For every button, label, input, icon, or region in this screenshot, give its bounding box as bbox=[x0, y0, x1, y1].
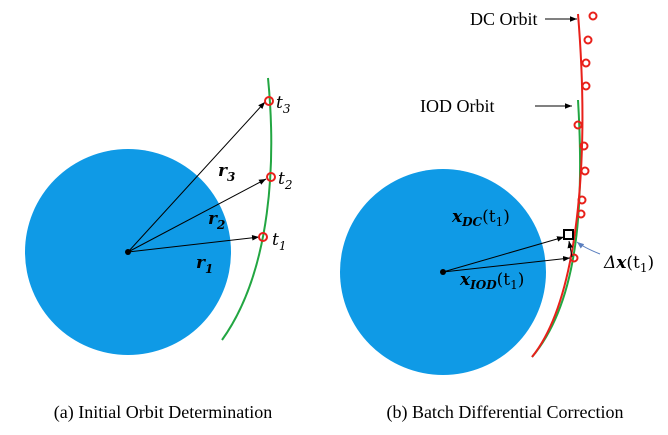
figure: t3 t2 t1 r3 r2 r1 (a) Initial Orbit Dete… bbox=[0, 0, 668, 435]
time-label: t2 bbox=[278, 169, 292, 192]
observation bbox=[582, 168, 589, 175]
sub: 3 bbox=[227, 170, 235, 184]
arg: ) bbox=[518, 270, 525, 290]
time-label: t1 bbox=[272, 230, 286, 253]
sub: IOD bbox=[469, 278, 497, 292]
sub: 1 bbox=[279, 239, 287, 253]
arg: ) bbox=[503, 207, 510, 227]
sub: 2 bbox=[216, 218, 225, 232]
caption: (a) Initial Orbit Determination bbox=[54, 402, 272, 423]
center bbox=[440, 269, 446, 275]
sub: 1 bbox=[510, 278, 518, 292]
sub: 3 bbox=[283, 102, 291, 116]
delta-label: Δx(t1) bbox=[603, 253, 654, 275]
arg: ) bbox=[648, 253, 655, 273]
right-panel: DC Orbit IOD Orbit xDC(t1) xIOD(t1) Δx(t… bbox=[340, 9, 654, 423]
center bbox=[125, 249, 131, 255]
observation bbox=[583, 83, 590, 90]
iod-orbit bbox=[532, 100, 580, 357]
arg: (t bbox=[626, 253, 640, 273]
arg: (t bbox=[482, 207, 496, 227]
label: IOD Orbit bbox=[420, 96, 495, 116]
observation bbox=[585, 37, 592, 44]
label: DC Orbit bbox=[470, 9, 538, 29]
left-panel: t3 t2 t1 r3 r2 r1 (a) Initial Orbit Dete… bbox=[25, 78, 292, 423]
time-label: t3 bbox=[276, 93, 291, 116]
sub: 1 bbox=[640, 261, 648, 275]
sub: 1 bbox=[205, 262, 213, 276]
arg: (t bbox=[497, 270, 511, 290]
observation bbox=[583, 60, 590, 67]
vector-label: r3 bbox=[218, 161, 235, 184]
orbit bbox=[222, 78, 271, 340]
caption: (b) Batch Differential Correction bbox=[386, 402, 623, 423]
sub: 2 bbox=[284, 178, 293, 192]
pointer bbox=[577, 242, 600, 254]
observations bbox=[571, 13, 597, 262]
delta: Δ bbox=[603, 253, 616, 273]
sub: DC bbox=[461, 215, 482, 229]
observation bbox=[590, 13, 597, 20]
observation bbox=[575, 122, 582, 129]
sub: 1 bbox=[496, 215, 504, 229]
dc-state bbox=[564, 230, 573, 239]
